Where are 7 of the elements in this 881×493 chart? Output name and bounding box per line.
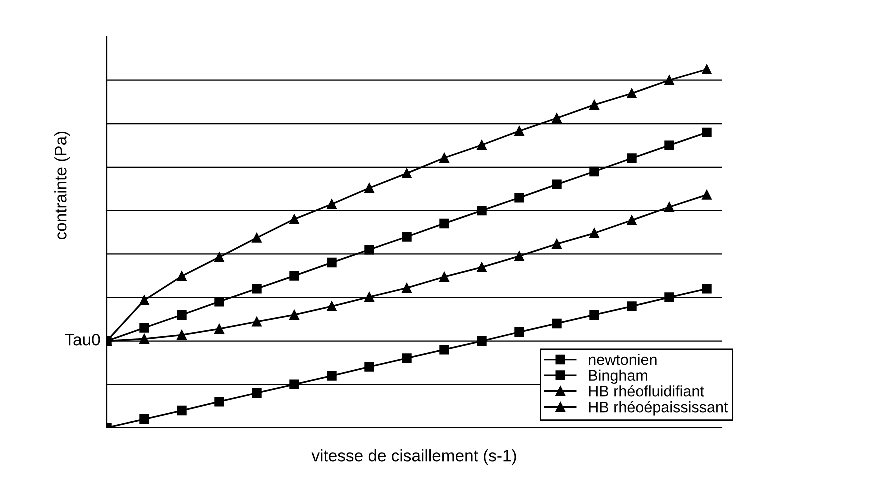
legend-label: HB rhéoépaississant — [589, 401, 728, 416]
legend-label: Bingham — [589, 370, 648, 384]
legend-label: HB rhéofluidifiant — [589, 385, 704, 397]
y-axis-title: contrainte (Pa) — [54, 132, 70, 240]
ref-line-label: Tau0 — [65, 334, 100, 346]
legend-label: newtonien — [589, 354, 657, 366]
x-axis-title: vitesse de cisaillement (s-1) — [312, 450, 516, 466]
